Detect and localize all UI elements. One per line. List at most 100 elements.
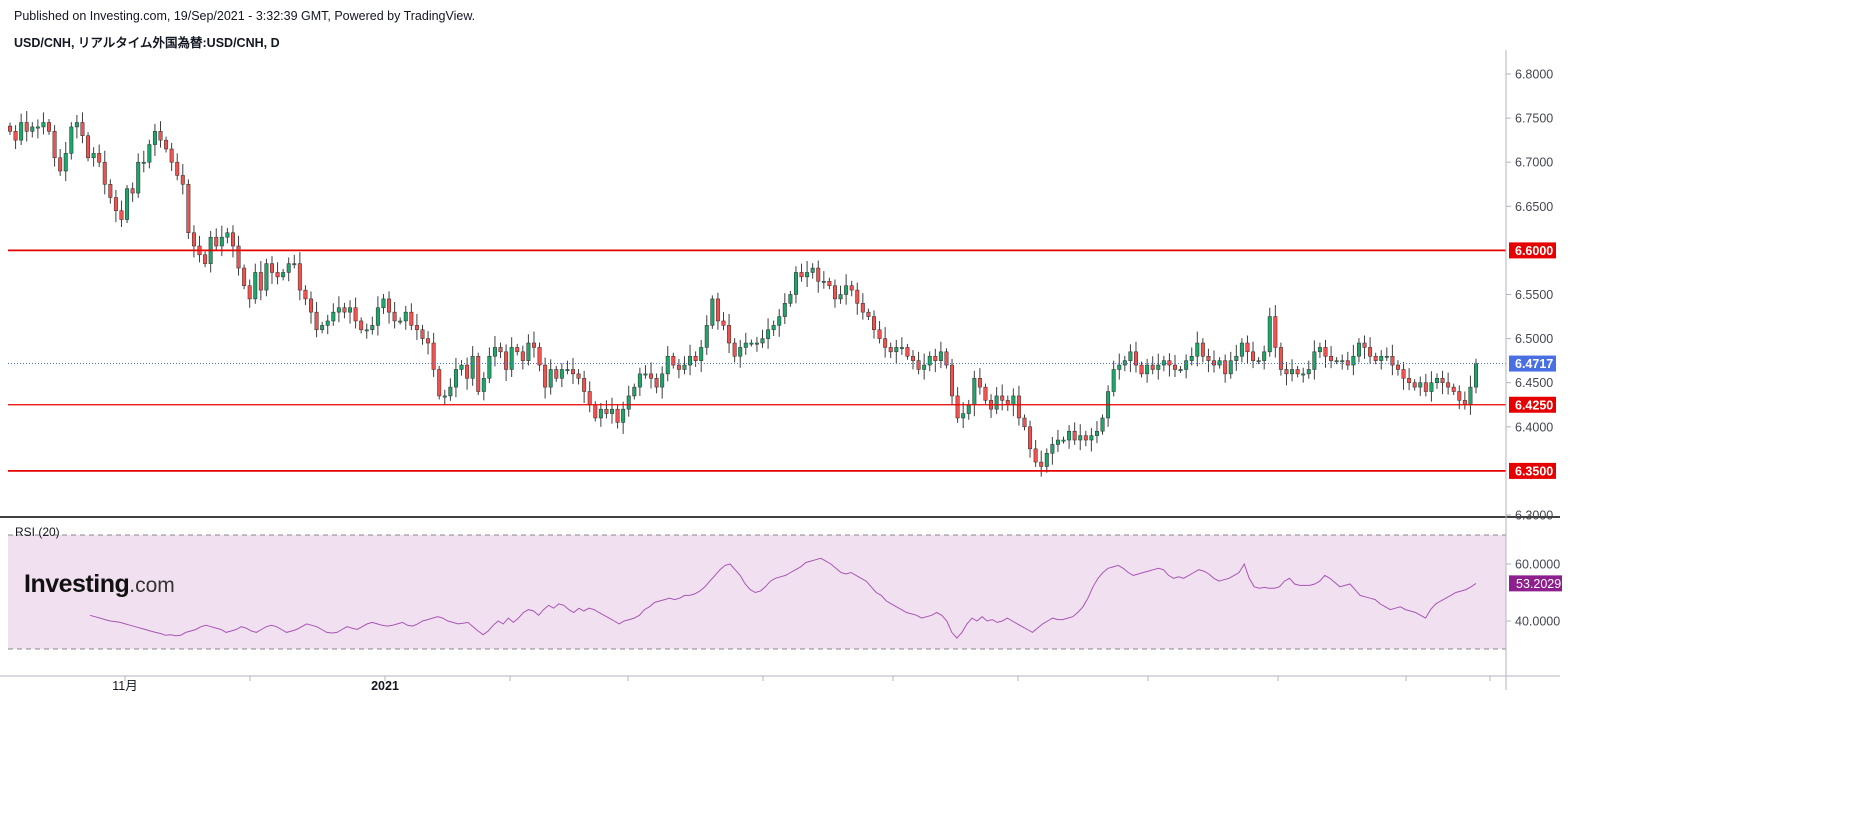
candle[interactable]	[1351, 344, 1356, 376]
candle[interactable]	[832, 279, 837, 308]
candle[interactable]	[1050, 436, 1055, 465]
candle[interactable]	[375, 296, 380, 336]
candle[interactable]	[827, 277, 832, 290]
candle[interactable]	[1033, 440, 1038, 467]
candle[interactable]	[810, 263, 815, 279]
candle[interactable]	[448, 378, 453, 401]
candle[interactable]	[793, 266, 798, 304]
candle[interactable]	[565, 360, 570, 375]
candle[interactable]	[543, 357, 548, 399]
candle[interactable]	[704, 315, 709, 355]
candle[interactable]	[1245, 335, 1250, 364]
candle[interactable]	[35, 119, 40, 139]
candle[interactable]	[927, 351, 932, 372]
candle[interactable]	[214, 228, 219, 251]
candle[interactable]	[1223, 354, 1228, 383]
candle[interactable]	[58, 148, 63, 176]
candle[interactable]	[409, 303, 414, 331]
candle[interactable]	[1446, 372, 1451, 395]
candle[interactable]	[1000, 384, 1005, 411]
candle[interactable]	[80, 112, 85, 144]
candle[interactable]	[582, 370, 587, 403]
candle[interactable]	[933, 348, 938, 373]
candle[interactable]	[626, 385, 631, 417]
candle[interactable]	[1106, 385, 1111, 427]
candle[interactable]	[97, 144, 102, 168]
candle[interactable]	[470, 346, 475, 386]
candle[interactable]	[559, 363, 564, 388]
candle[interactable]	[849, 280, 854, 297]
candle[interactable]	[19, 113, 24, 146]
candle[interactable]	[487, 347, 492, 384]
candle[interactable]	[1206, 348, 1211, 373]
candle[interactable]	[688, 344, 693, 376]
candle[interactable]	[671, 352, 676, 369]
candle[interactable]	[13, 125, 18, 149]
candle[interactable]	[1111, 360, 1116, 397]
candle[interactable]	[760, 329, 765, 348]
candle[interactable]	[899, 337, 904, 355]
candle[interactable]	[102, 150, 107, 195]
candle[interactable]	[1306, 360, 1311, 379]
candle[interactable]	[1016, 385, 1021, 426]
candle[interactable]	[1217, 357, 1222, 369]
candle[interactable]	[136, 153, 141, 198]
candle[interactable]	[520, 345, 525, 370]
candle[interactable]	[264, 258, 269, 297]
candle[interactable]	[665, 346, 670, 382]
candle[interactable]	[1128, 344, 1133, 373]
candle[interactable]	[576, 369, 581, 385]
candle[interactable]	[621, 401, 626, 434]
candle[interactable]	[41, 112, 46, 135]
candle[interactable]	[180, 163, 185, 195]
candle[interactable]	[30, 122, 35, 138]
candle[interactable]	[275, 262, 280, 285]
candle[interactable]	[130, 182, 135, 202]
candle[interactable]	[715, 292, 720, 330]
candle[interactable]	[989, 394, 994, 418]
candle[interactable]	[459, 360, 464, 376]
candle[interactable]	[504, 344, 509, 381]
candle[interactable]	[944, 348, 949, 369]
candle[interactable]	[1373, 352, 1378, 365]
candle[interactable]	[598, 402, 603, 427]
candle[interactable]	[453, 358, 458, 398]
candle[interactable]	[91, 147, 96, 167]
candle[interactable]	[1251, 341, 1256, 369]
candle[interactable]	[398, 317, 403, 325]
candle[interactable]	[253, 263, 258, 304]
candle[interactable]	[86, 132, 91, 162]
candle[interactable]	[855, 282, 860, 315]
candle[interactable]	[1072, 422, 1077, 445]
candle[interactable]	[515, 343, 520, 356]
candle[interactable]	[1262, 345, 1267, 370]
candle[interactable]	[108, 179, 113, 204]
candle[interactable]	[1156, 353, 1161, 380]
candle[interactable]	[749, 339, 754, 347]
candle[interactable]	[336, 296, 341, 323]
candle[interactable]	[1228, 351, 1233, 379]
candle[interactable]	[838, 285, 843, 304]
candle[interactable]	[604, 400, 609, 419]
candle[interactable]	[247, 279, 252, 308]
candle[interactable]	[994, 387, 999, 415]
candle[interactable]	[888, 342, 893, 359]
candle[interactable]	[492, 335, 497, 367]
candle[interactable]	[660, 366, 665, 399]
candle[interactable]	[125, 185, 130, 224]
candle[interactable]	[158, 121, 163, 148]
candle[interactable]	[63, 141, 68, 182]
candle[interactable]	[1150, 356, 1155, 375]
candle[interactable]	[465, 357, 470, 390]
candle[interactable]	[844, 274, 849, 305]
candle[interactable]	[258, 260, 263, 301]
candle[interactable]	[303, 285, 308, 306]
candle[interactable]	[632, 383, 637, 400]
candle[interactable]	[1418, 376, 1423, 396]
candle[interactable]	[693, 351, 698, 367]
candle[interactable]	[437, 365, 442, 400]
candle[interactable]	[292, 254, 297, 269]
candle[interactable]	[169, 142, 174, 172]
candle[interactable]	[1094, 421, 1099, 444]
